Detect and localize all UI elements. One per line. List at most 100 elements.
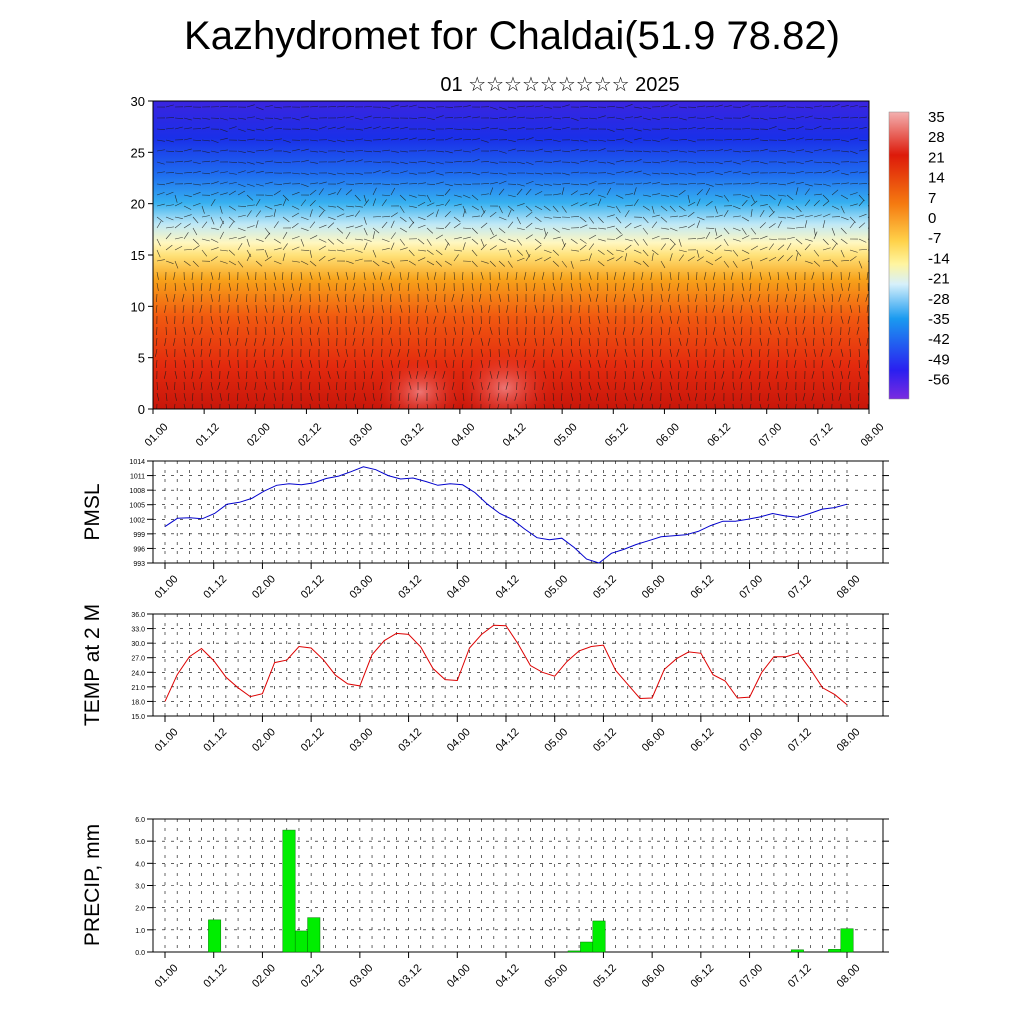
- wind-vector: [462, 236, 471, 240]
- wind-vector: [426, 212, 434, 218]
- wind-vector: [336, 293, 340, 302]
- wind-vector: [434, 326, 437, 335]
- wind-vector: [588, 337, 591, 346]
- wind-vector: [236, 293, 239, 302]
- wind-vector: [471, 249, 478, 257]
- wind-vector: [813, 260, 821, 267]
- wind-vector: [777, 161, 786, 164]
- wind-vector: [840, 104, 849, 108]
- wind-vector: [804, 159, 813, 163]
- wind-vector: [786, 205, 795, 211]
- wind-vector: [696, 161, 705, 164]
- wind-vector: [777, 244, 785, 251]
- precip-bar: [567, 950, 581, 953]
- wind-vector: [273, 183, 283, 185]
- wind-vector: [480, 381, 483, 390]
- wind-vector: [309, 189, 317, 196]
- wind-vector: [606, 403, 608, 409]
- wind-vector: [741, 348, 744, 357]
- wind-vector: [192, 161, 201, 165]
- wind-vector: [480, 161, 489, 163]
- wind-vector: [399, 337, 401, 347]
- wind-vector: [453, 160, 462, 163]
- panel-frame: [152, 613, 884, 717]
- wind-vector: [858, 183, 868, 185]
- wind-vector: [732, 139, 742, 141]
- wind-vector: [739, 370, 743, 379]
- wind-vector: [417, 304, 419, 314]
- wind-vector: [588, 271, 592, 280]
- wind-vector: [588, 282, 592, 291]
- wind-vector: [228, 249, 236, 256]
- wind-vector: [550, 315, 554, 324]
- wind-vector: [444, 242, 449, 251]
- wind-vector: [514, 392, 518, 401]
- wind-vector: [487, 381, 491, 390]
- wind-vector: [498, 180, 507, 185]
- wind-vector: [588, 243, 595, 251]
- x-tick-label: 06.12: [688, 962, 716, 990]
- wind-vector: [435, 260, 442, 267]
- wind-vector: [669, 238, 676, 245]
- wind-vector: [732, 381, 735, 390]
- wind-vector: [732, 315, 736, 324]
- wind-vector: [606, 392, 610, 401]
- wind-vector: [713, 348, 716, 357]
- wind-vector: [345, 205, 354, 208]
- wind-vector: [750, 260, 754, 269]
- wind-vector: [336, 150, 345, 153]
- wind-vector: [849, 105, 858, 108]
- x-tick-label: 05.12: [591, 573, 619, 601]
- wind-vector: [552, 149, 561, 152]
- wind-vector: [713, 359, 716, 368]
- wind-vector: [417, 106, 426, 109]
- wind-vector: [687, 201, 696, 207]
- wind-vector: [345, 225, 354, 229]
- wind-vector: [183, 160, 192, 163]
- wind-vector: [210, 256, 218, 262]
- wind-vector: [237, 190, 246, 196]
- wind-vector: [460, 337, 464, 346]
- wind-vector: [561, 104, 570, 108]
- wind-vector: [750, 315, 753, 324]
- wind-vector: [507, 221, 514, 229]
- wind-vector: [534, 183, 543, 186]
- wind-vector: [408, 370, 412, 379]
- wind-vector: [570, 293, 573, 302]
- wind-vector: [390, 337, 393, 346]
- wind-vector: [524, 337, 527, 346]
- wind-vector: [560, 337, 563, 346]
- wind-vector: [397, 348, 401, 357]
- wind-vector: [660, 128, 669, 130]
- wind-vector: [606, 315, 610, 324]
- wind-vector: [210, 150, 219, 153]
- wind-vector: [759, 117, 768, 121]
- wind-vector: [498, 227, 506, 234]
- wind-vector: [426, 106, 435, 109]
- wind-vector: [471, 304, 475, 313]
- wind-vector: [687, 194, 691, 203]
- y-tick-label: 15: [131, 248, 145, 263]
- wind-vector: [721, 381, 725, 390]
- wind-vector: [235, 337, 239, 346]
- wind-vector: [534, 148, 543, 152]
- wind-vector: [543, 326, 545, 335]
- wind-vector: [255, 117, 264, 121]
- wind-vector: [802, 326, 806, 335]
- wind-vector: [426, 359, 430, 368]
- wind-vector: [453, 128, 463, 130]
- wind-vector: [381, 304, 384, 313]
- wind-vector: [219, 128, 228, 132]
- wind-vector: [768, 183, 778, 185]
- wind-vector: [246, 210, 252, 218]
- colorbar-label: 0: [928, 210, 936, 227]
- wind-vector: [830, 315, 833, 324]
- wind-vector: [362, 326, 365, 335]
- wind-vector: [336, 392, 340, 401]
- colorbar-label: -35: [928, 311, 950, 328]
- wind-vector: [489, 227, 494, 236]
- wind-vector: [227, 392, 230, 401]
- wind-vector: [452, 337, 455, 346]
- wind-vector: [534, 392, 538, 401]
- wind-vector: [740, 326, 743, 335]
